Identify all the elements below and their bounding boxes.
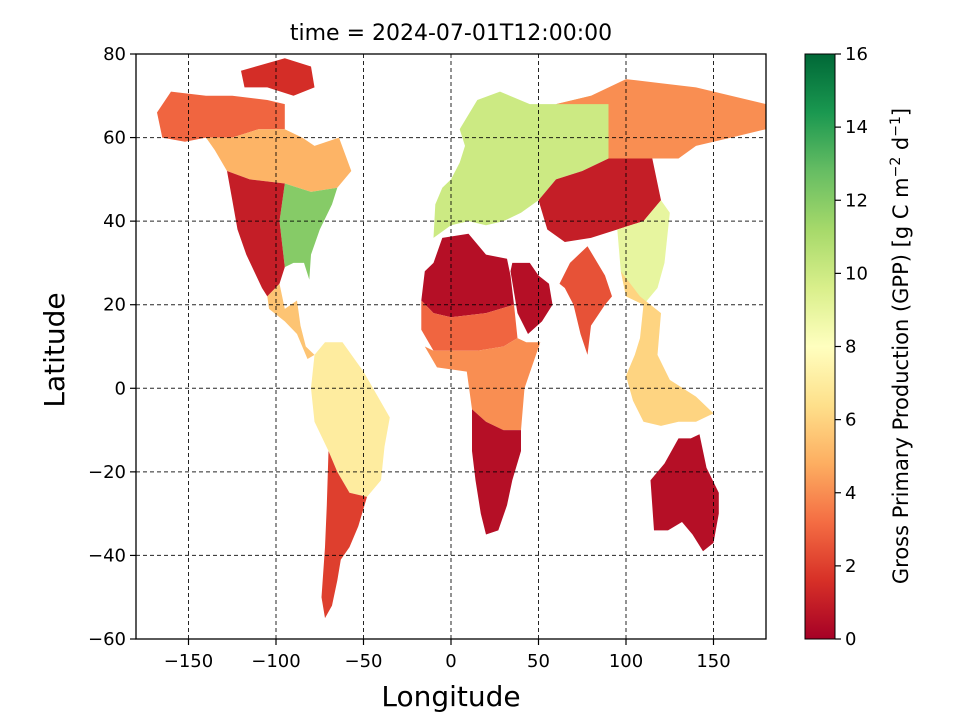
- colorbar-title-sup2: −1: [888, 116, 904, 137]
- colorbar-tick-label: 10: [845, 263, 868, 284]
- y-tick-label: 80: [103, 44, 126, 65]
- y-tick-label: 40: [103, 211, 126, 232]
- region-boreal-canada: [206, 129, 352, 192]
- x-tick-label: −150: [164, 651, 213, 672]
- colorbar-tick-label: 16: [845, 44, 868, 65]
- colorbar-tick-label: 4: [845, 483, 856, 504]
- colorbar-title-mid: d: [889, 137, 913, 157]
- x-tick-label: 100: [609, 651, 643, 672]
- colorbar-title-text: Gross Primary Production (GPP) [g C m: [889, 177, 913, 584]
- x-tick-label: 0: [445, 651, 456, 672]
- colorbar-title-end: ]: [889, 108, 913, 116]
- colorbar-tick-label: 8: [845, 337, 856, 358]
- x-tick-label: 150: [696, 651, 730, 672]
- region-arabian-peninsula: [510, 262, 553, 334]
- colorbar-title-sup1: −2: [888, 157, 904, 178]
- y-tick-label: 20: [103, 295, 126, 316]
- region-western-united-states: [227, 171, 285, 297]
- region-india: [559, 246, 612, 355]
- region-sahel: [421, 300, 518, 351]
- x-tick-label: −100: [251, 651, 300, 672]
- y-tick-label: 0: [115, 378, 126, 399]
- region-east-china: [617, 200, 670, 305]
- y-tick-label: −20: [88, 462, 126, 483]
- region-central-asia-steppe: [538, 158, 661, 242]
- region-canadian-arctic-islands: [241, 58, 315, 96]
- y-tick-label: −60: [88, 629, 126, 650]
- colorbar-ticks: 0 2 4 6 8 10 12 14 16: [835, 44, 868, 650]
- colorbar-tick-label: 0: [845, 629, 856, 650]
- region-sahara: [421, 233, 514, 318]
- y-tick-label: 60: [103, 128, 126, 149]
- map-plot-area: −150 −100 −50 0 50 100 150 −60 −40 −20 0 20 40 60 80: [88, 44, 767, 672]
- colorbar-gradient: [804, 53, 836, 640]
- region-southern-south-america: [321, 451, 367, 619]
- x-tick-label: −50: [345, 651, 383, 672]
- y-tick-label: −40: [88, 545, 126, 566]
- x-tick-label: 50: [527, 651, 550, 672]
- x-axis-title: Longitude: [381, 680, 520, 713]
- colorbar-tick-label: 2: [845, 556, 856, 577]
- region-eastern-north-america: [279, 183, 338, 280]
- region-mexico-central-america: [267, 283, 315, 359]
- region-europe-western-siberia: [433, 91, 609, 238]
- colorbar-tick-label: 14: [845, 117, 868, 138]
- region-amazon: [311, 342, 390, 497]
- colorbar-title: Gross Primary Production (GPP) [g C m−2 …: [888, 108, 913, 584]
- colorbar-tick-label: 12: [845, 190, 868, 211]
- region-southeast-asia-indonesia: [620, 271, 714, 426]
- colorbar: 0 2 4 6 8 10 12 14 16 Gross Primary Production (…: [804, 44, 913, 650]
- grid-layer: [136, 54, 766, 639]
- axis-ticks: −150 −100 −50 0 50 100 150 −60 −40 −20 0 20 40 60 80: [88, 44, 731, 672]
- map-title: time = 2024-07-01T12:00:00: [290, 21, 612, 46]
- y-axis-title: Latitude: [38, 292, 71, 407]
- region-central-africa: [424, 338, 541, 431]
- colorbar-tick-label: 6: [845, 410, 856, 431]
- region-australia: [650, 434, 719, 552]
